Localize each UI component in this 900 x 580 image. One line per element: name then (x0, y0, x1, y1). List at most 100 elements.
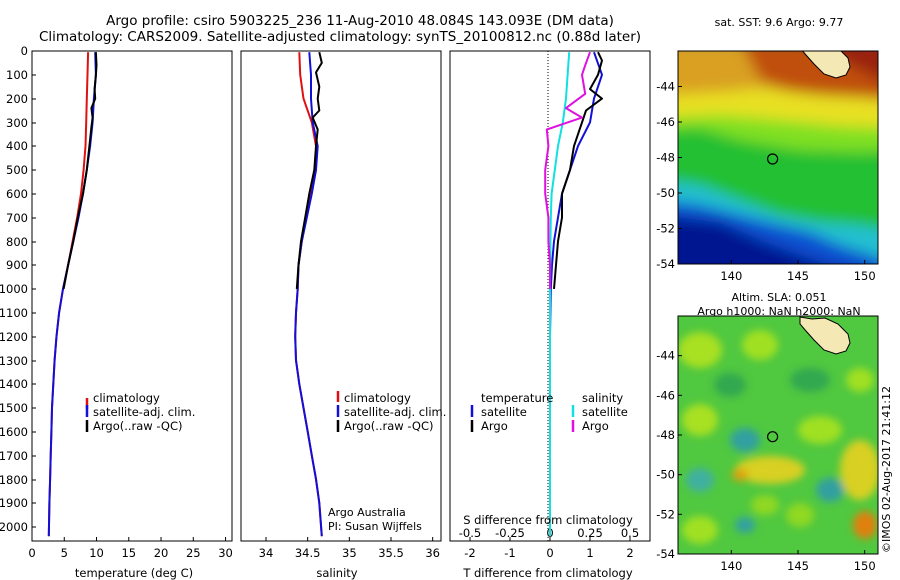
lat-tick-label: -48 (656, 428, 675, 442)
lat-tick-label: -44 (656, 349, 675, 363)
series-line-temperature-argo (553, 51, 603, 289)
temperature-series (47, 52, 98, 537)
sla-map-subtitle: Argo h1000: NaN h2000: NaN (697, 305, 860, 318)
x-tick-label: 36 (425, 546, 440, 560)
lon-tick-label: 145 (787, 559, 809, 573)
lon-tick-label: 150 (854, 559, 876, 573)
lat-tick-label: -48 (656, 151, 675, 165)
legend-header-salinity: salinity (582, 391, 623, 405)
x-tick-label: -1 (504, 546, 515, 560)
depth-tick-label: 1100 (0, 306, 28, 320)
depth-tick-marks (32, 50, 36, 528)
salinity-axes-frame (240, 50, 442, 542)
legend-label-climatology: climatology (344, 391, 411, 405)
x-tick-label: -2 (464, 546, 475, 560)
depth-tick-label: 1800 (0, 473, 28, 487)
depth-tick-label: 1000 (0, 282, 28, 296)
sla-heatmap (678, 316, 878, 554)
legend-label-climatology: climatology (93, 391, 160, 405)
series-line-salinity-argo (544, 51, 591, 289)
lat-tick-label: -50 (656, 186, 675, 200)
legend-label-temp-satellite: satellite (481, 405, 527, 419)
x-tick-label: 15 (121, 546, 136, 560)
x-tick-label: 0 (546, 546, 553, 560)
depth-tick-label: 600 (6, 187, 28, 201)
salinity-difference-axis-label: S difference from climatology (463, 513, 633, 527)
lon-tick-label: 145 (787, 269, 809, 283)
difference-legend: temperature salinity satellite Argo sate… (470, 391, 628, 433)
title-line-1: Argo profile: csiro 5903225_236 11-Aug-2… (106, 13, 614, 29)
title-line-2: Climatology: CARS2009. Satellite-adjuste… (39, 29, 641, 45)
lat-tick-label: -50 (656, 468, 675, 482)
x-tick-label: 5 (61, 546, 68, 560)
salinity-legend: climatology satellite-adj. clim. Argo(..… (336, 391, 446, 433)
series-line-satellite-adj-clim (294, 52, 323, 537)
sst-map-panel: sat. SST: 9.6 Argo: 9.77 140 145 150 -44 -46… (656, 16, 879, 284)
difference-panel: -2 -1 0 1 2 -0.5 -0.25 0 0.25 0.5 temperature sa… (449, 50, 651, 580)
lon-tick-label: 150 (854, 269, 876, 283)
difference-series (544, 51, 603, 537)
legend-header-temperature: temperature (481, 391, 553, 405)
lat-tick-label: -52 (656, 507, 675, 521)
sst-heatmap (678, 51, 878, 264)
salinity-diff-tick-label: 0.5 (621, 526, 639, 540)
lat-tick-label: -44 (656, 80, 675, 94)
salinity-diff-tick-label: 0.25 (577, 526, 603, 540)
depth-tick-label: 800 (6, 235, 28, 249)
depth-tick-label: 1200 (0, 330, 28, 344)
x-tick-label: 34.5 (295, 546, 321, 560)
depth-tick-label: 1300 (0, 354, 28, 368)
depth-tick-label: 2000 (0, 520, 28, 534)
temperature-axes-frame (31, 50, 233, 542)
lat-tick-label: -46 (656, 388, 675, 402)
x-tick-label: 25 (186, 546, 201, 560)
salinity-diff-tick-label: -0.25 (495, 526, 525, 540)
legend-label-satellite: satellite-adj. clim. (344, 405, 446, 419)
depth-tick-label: 100 (6, 68, 28, 82)
sst-map-axes: 140 145 150 -44 -46 -48 -50 -52 -54 (656, 80, 875, 284)
depth-tick-label: 200 (6, 92, 28, 106)
depth-tick-label: 300 (6, 116, 28, 130)
temperature-difference-axis-label: T difference from climatology (462, 566, 633, 580)
depth-tick-label: 1400 (0, 377, 28, 391)
depth-tick-label: 900 (6, 258, 28, 272)
lat-tick-label: -54 (656, 257, 675, 271)
salinity-panel: 34 34.5 35 35.5 36 climatology satellite-adj… (240, 50, 446, 580)
series-line-argo-raw-qc (62, 52, 98, 290)
legend-label-sal-argo: Argo (582, 419, 609, 433)
x-tick-label: 0 (28, 546, 35, 560)
sla-map-panel: Altim. SLA: 0.051 Argo h1000: NaN h2000:… (656, 291, 879, 573)
salinity-x-axis: 34 34.5 35 35.5 36 (259, 537, 440, 560)
x-tick-label: 34 (259, 546, 274, 560)
depth-axis: 0 100 200 300 400 500 600 700 800 900 10… (0, 44, 36, 534)
x-tick-label: 2 (626, 546, 633, 560)
difference-x-axis: -2 -1 0 1 2 (464, 537, 634, 560)
temperature-x-axis-label: temperature (deg C) (75, 566, 193, 580)
x-tick-label: 35 (342, 546, 357, 560)
depth-tick-label: 500 (6, 163, 28, 177)
legend-label-temp-argo: Argo (481, 419, 508, 433)
imos-credit: ©IMOS 02-Aug-2017 21:41:12 (880, 386, 893, 553)
series-line-climatology (294, 52, 323, 537)
depth-tick-label: 0 (21, 44, 28, 58)
argo-float-marker (766, 153, 779, 165)
sla-map-axes: 140 145 150 -44 -46 -48 -50 -52 -54 (656, 349, 875, 573)
salinity-x-axis-label: salinity (316, 566, 357, 580)
legend-label-argo: Argo(..raw -QC) (344, 419, 434, 433)
lat-tick-label: -54 (656, 547, 675, 561)
sst-map-title: sat. SST: 9.6 Argo: 9.77 (715, 16, 844, 29)
legend-label-argo: Argo(..raw -QC) (93, 419, 183, 433)
depth-tick-label: 1900 (0, 496, 28, 510)
credit-argo-australia: Argo Australia (328, 506, 406, 519)
legend-label-satellite: satellite-adj. clim. (93, 405, 195, 419)
depth-tick-label: 700 (6, 211, 28, 225)
x-tick-label: 35.5 (378, 546, 404, 560)
lat-tick-label: -52 (656, 222, 675, 236)
lat-tick-label: -46 (656, 115, 675, 129)
x-tick-label: 20 (154, 546, 169, 560)
temperature-x-axis: 0 5 10 15 20 25 30 (28, 537, 233, 560)
salinity-series (294, 51, 323, 537)
credit-pi: PI: Susan Wijffels (328, 520, 422, 533)
series-line-argo-raw-qc (295, 51, 323, 289)
